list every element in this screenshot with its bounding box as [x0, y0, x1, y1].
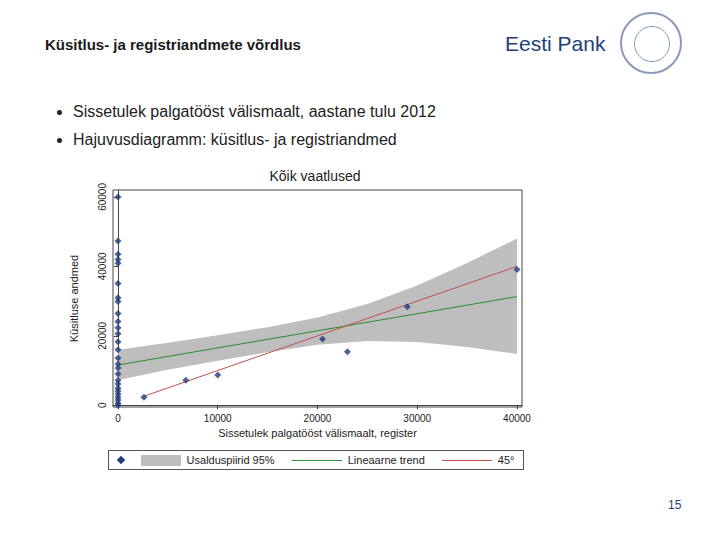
svg-text:40000: 40000: [503, 413, 531, 424]
html-text:Hajuvusdiagramm: küsitlus- ja: Hajuvusdiagramm: küsitlus- ja registrian…: [73, 131, 397, 148]
html-text:Usalduspiirid 95%: Usalduspiirid 95%: [186, 454, 275, 466]
html-text:Lineaarne trend: Lineaarne trend: [347, 454, 425, 466]
svg-text:0: 0: [97, 402, 108, 408]
svg-text:20000: 20000: [97, 321, 108, 349]
svg-text:Küsitluse andmed: Küsitluse andmed: [68, 255, 80, 342]
svg-text:Sissetulek palgatööst välismaa: Sissetulek palgatööst välismaalt, regist…: [218, 427, 417, 439]
svg-text:40000: 40000: [97, 252, 108, 280]
svg-text:0: 0: [115, 413, 121, 424]
html-text:Sissetulek palgatööst välismaa: Sissetulek palgatööst välismaalt, aastan…: [73, 103, 436, 120]
svg-text:60000: 60000: [97, 183, 108, 211]
svg-text:30000: 30000: [403, 413, 431, 424]
svg-text:Kõik vaatlused: Kõik vaatlused: [269, 168, 360, 184]
html-text:Küsitlus- ja registriandmete v: Küsitlus- ja registriandmete võrdlus: [45, 36, 301, 53]
html-text:45°: 45°: [497, 454, 515, 466]
svg-text:20000: 20000: [304, 413, 332, 424]
html-text:Eesti Pank: Eesti Pank: [505, 32, 606, 55]
html-text:15: 15: [668, 498, 682, 512]
svg-text:10000: 10000: [204, 413, 232, 424]
